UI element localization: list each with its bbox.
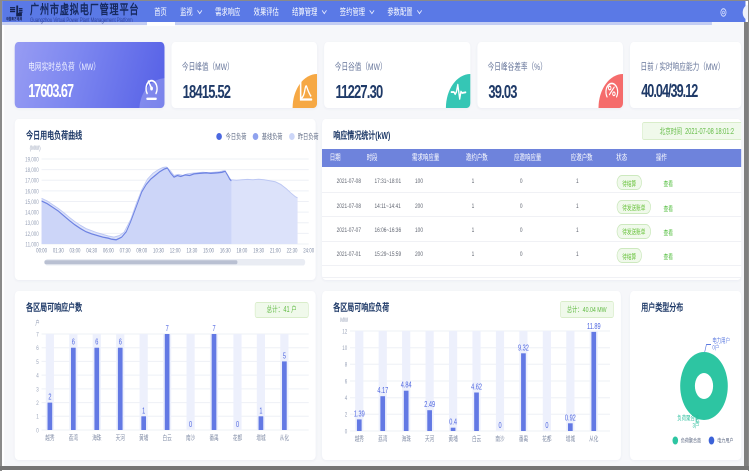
svg-text:4: 4 — [37, 373, 39, 380]
svg-text:增城: 增城 — [257, 433, 266, 442]
svg-text:0.92: 0.92 — [565, 415, 576, 423]
svg-text:21:00: 21:00 — [270, 248, 281, 255]
svg-text:18:00: 18:00 — [237, 248, 248, 255]
svg-text:电力用户: 电力用户 — [717, 437, 733, 445]
svg-text:1: 1 — [142, 408, 145, 416]
svg-text:10:30: 10:30 — [153, 248, 164, 255]
svg-text:白云: 白云 — [163, 433, 172, 442]
svg-text:从化: 从化 — [589, 434, 598, 443]
svg-text:09:00: 09:00 — [137, 248, 148, 255]
svg-text:7: 7 — [166, 325, 169, 333]
svg-text:06:00: 06:00 — [103, 248, 114, 255]
svg-text:从化: 从化 — [280, 433, 289, 442]
svg-text:黄埔: 黄埔 — [448, 434, 457, 443]
svg-text:14,000: 14,000 — [25, 210, 39, 217]
svg-text:04:30: 04:30 — [87, 248, 98, 255]
svg-text:12:00: 12:00 — [170, 248, 181, 255]
svg-text:8: 8 — [345, 362, 347, 369]
svg-text:户: 户 — [36, 318, 40, 327]
svg-text:6: 6 — [345, 379, 347, 386]
svg-text:4.17: 4.17 — [377, 387, 388, 395]
svg-text:0: 0 — [37, 428, 39, 435]
svg-text:番禺: 番禺 — [210, 434, 219, 442]
svg-text:海珠: 海珠 — [402, 434, 411, 443]
svg-text:10: 10 — [342, 345, 347, 352]
svg-text:中国南方电网: 中国南方电网 — [6, 16, 22, 21]
svg-text:0.4: 0.4 — [449, 419, 457, 427]
svg-text:1.39: 1.39 — [354, 411, 365, 419]
svg-text:24:00: 24:00 — [304, 248, 315, 255]
svg-text:越秀: 越秀 — [355, 434, 364, 443]
svg-text:7: 7 — [213, 325, 216, 333]
svg-text:南沙: 南沙 — [495, 434, 504, 443]
svg-text:2: 2 — [345, 412, 347, 419]
svg-text:白云: 白云 — [472, 434, 481, 443]
svg-text:黄埔: 黄埔 — [139, 433, 148, 442]
svg-text:负荷聚合商: 负荷聚合商 — [677, 413, 699, 422]
svg-text:6: 6 — [96, 339, 99, 347]
svg-text:1: 1 — [37, 414, 39, 421]
svg-text:5: 5 — [283, 353, 286, 361]
svg-text:南沙: 南沙 — [186, 433, 195, 442]
svg-text:4.62: 4.62 — [471, 384, 482, 392]
svg-text:荔湾: 荔湾 — [69, 433, 78, 442]
svg-text:花都: 花都 — [542, 434, 551, 443]
svg-text:9.32: 9.32 — [518, 345, 529, 353]
svg-text:4.84: 4.84 — [401, 382, 412, 390]
svg-text:3户: 3户 — [692, 420, 699, 429]
svg-text:03:00: 03:00 — [70, 248, 81, 255]
svg-text:2.49: 2.49 — [424, 401, 435, 409]
svg-text:1: 1 — [260, 408, 263, 416]
svg-text:00:00: 00:00 — [36, 248, 47, 255]
svg-text:5: 5 — [37, 359, 39, 366]
svg-text:15,000: 15,000 — [25, 199, 39, 206]
svg-text:负荷聚合商: 负荷聚合商 — [681, 437, 701, 445]
svg-text:19:30: 19:30 — [253, 248, 264, 255]
svg-text:18,000: 18,000 — [25, 167, 39, 174]
svg-text:4: 4 — [345, 395, 347, 402]
svg-text:6: 6 — [37, 345, 39, 352]
svg-text:01:30: 01:30 — [53, 248, 64, 255]
svg-text:16:30: 16:30 — [220, 248, 231, 255]
svg-text:11,000: 11,000 — [26, 242, 39, 249]
svg-text:11.89: 11.89 — [587, 323, 601, 331]
svg-text:0: 0 — [236, 421, 239, 429]
svg-text:(MW): (MW) — [30, 145, 41, 152]
svg-text:3: 3 — [37, 387, 39, 394]
svg-text:13:30: 13:30 — [187, 248, 198, 255]
svg-text:15:00: 15:00 — [203, 248, 214, 255]
svg-text:天河: 天河 — [425, 434, 434, 443]
svg-text:19,000: 19,000 — [25, 157, 39, 164]
svg-text:7: 7 — [37, 332, 39, 339]
svg-text:0: 0 — [345, 429, 347, 436]
svg-text:16,000: 16,000 — [25, 189, 39, 196]
svg-text:0户: 0户 — [712, 343, 719, 352]
svg-text:17,000: 17,000 — [25, 178, 39, 185]
svg-text:MW: MW — [340, 317, 349, 324]
svg-text:越秀: 越秀 — [46, 433, 55, 442]
svg-text:0: 0 — [189, 421, 192, 429]
svg-text:13,000: 13,000 — [25, 221, 39, 228]
svg-text:6: 6 — [72, 339, 75, 347]
svg-text:12,000: 12,000 — [25, 231, 39, 238]
svg-text:2: 2 — [37, 400, 39, 407]
svg-text:6: 6 — [119, 339, 122, 347]
svg-text:花都: 花都 — [233, 433, 242, 442]
svg-text:07:30: 07:30 — [120, 248, 131, 255]
svg-text:0: 0 — [545, 422, 548, 430]
svg-text:电力用户: 电力用户 — [712, 336, 730, 345]
svg-text:荔湾: 荔湾 — [378, 434, 387, 443]
svg-text:2: 2 — [49, 394, 52, 402]
svg-text:0: 0 — [498, 422, 501, 430]
svg-text:22:30: 22:30 — [287, 248, 298, 255]
svg-text:番禺: 番禺 — [519, 435, 528, 443]
svg-text:增城: 增城 — [566, 434, 575, 443]
svg-text:12: 12 — [342, 329, 347, 336]
svg-text:海珠: 海珠 — [92, 433, 101, 442]
svg-text:天河: 天河 — [116, 433, 125, 442]
